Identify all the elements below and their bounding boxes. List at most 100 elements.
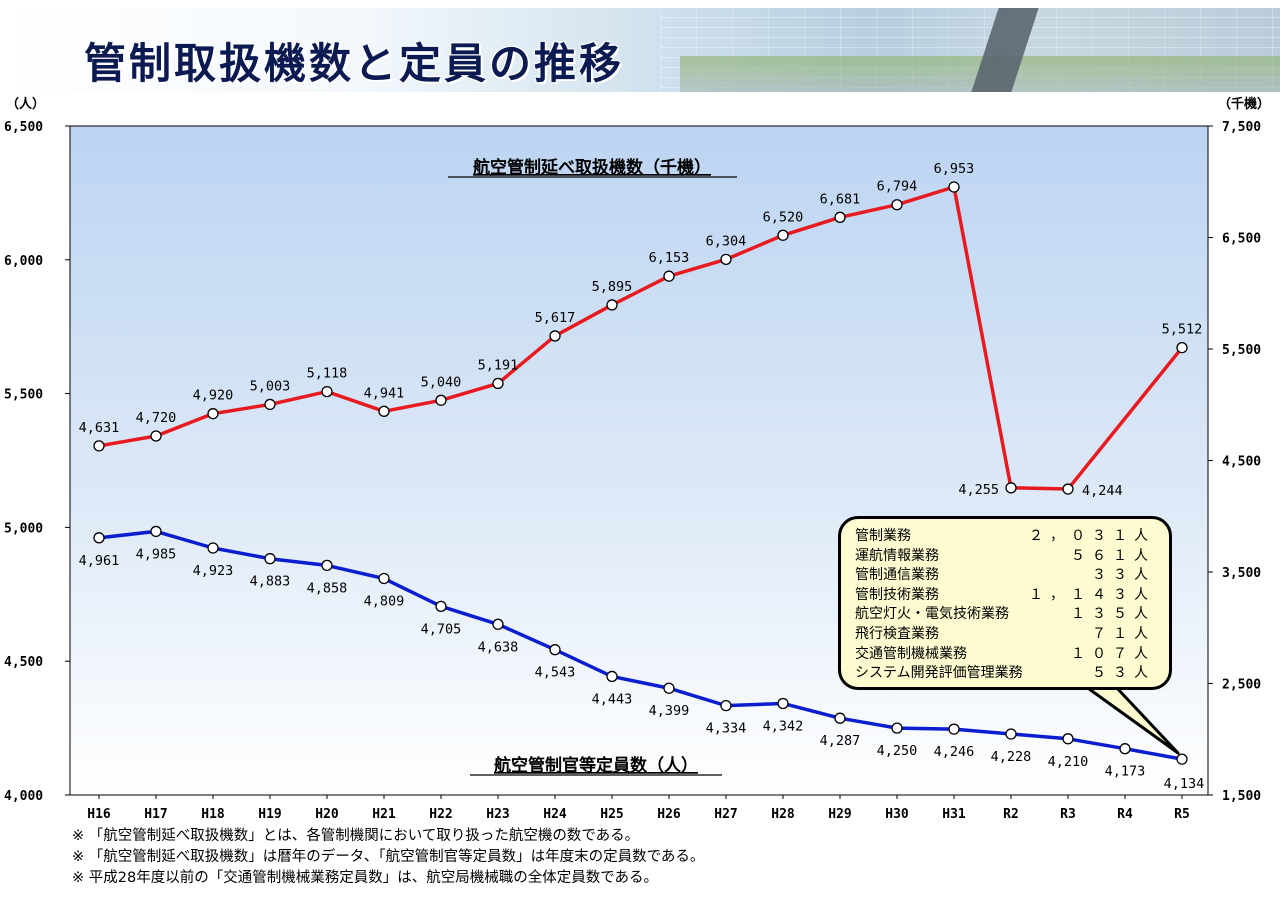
footnotes: ※ 「航空管制延べ取扱機数」とは、各管制機関において取り扱った航空機の数である。… xyxy=(72,826,704,889)
handled-aircraft-point xyxy=(207,408,219,420)
handled-aircraft-data-label: 5,617 xyxy=(535,310,576,326)
staff-count-data-label: 4,173 xyxy=(1105,764,1146,780)
x-axis-tick-label: H24 xyxy=(543,807,567,822)
handled-aircraft-point xyxy=(948,181,960,193)
staff-count-point xyxy=(1176,753,1188,765)
handled-aircraft-data-label: 6,153 xyxy=(649,250,690,266)
staff-count-point xyxy=(378,572,390,585)
x-axis-tick-label: H28 xyxy=(771,807,795,822)
x-axis-tick-label: H31 xyxy=(942,807,966,822)
x-axis-tick-label: H17 xyxy=(144,807,167,822)
x-axis-tick-label: H19 xyxy=(258,807,281,822)
staff-count-data-label: 4,443 xyxy=(592,691,633,707)
staff-count-point xyxy=(891,722,903,734)
callout-row-value: ５３人 xyxy=(1092,665,1155,682)
staff-count-data-label: 4,809 xyxy=(364,594,405,610)
staff-count-point xyxy=(606,670,618,683)
callout-pointer xyxy=(1084,684,1180,755)
staff-count-point xyxy=(492,618,504,630)
callout-row-value: ２，０３１人 xyxy=(1029,528,1155,544)
right-axis-tick-label: 4,500 xyxy=(1222,455,1261,470)
x-axis-tick-label: H22 xyxy=(429,807,452,822)
right-axis-tick-label: 2,500 xyxy=(1222,678,1261,693)
staff-count-data-label: 4,961 xyxy=(79,553,120,569)
x-axis-tick-label: H29 xyxy=(828,807,851,822)
handled-aircraft-point xyxy=(891,199,903,211)
handled-aircraft-data-label: 6,953 xyxy=(934,161,975,177)
staff-count-data-label: 4,334 xyxy=(706,721,747,737)
right-axis-tick-label: 5,500 xyxy=(1222,343,1261,358)
callout-row: 交通管制機械業務 １０７人 xyxy=(855,645,1155,665)
x-axis-tick-label: H25 xyxy=(600,807,623,822)
handled-aircraft-data-label: 4,255 xyxy=(958,482,999,498)
callout-row-value: １，１４３人 xyxy=(1029,586,1155,603)
handled-aircraft-data-label: 4,920 xyxy=(193,388,234,404)
left-axis-tick-label: 6,500 xyxy=(4,120,43,135)
handled-aircraft-point xyxy=(321,385,333,398)
callout-row: 飛行検査業務 ７１人 xyxy=(855,625,1155,645)
handled-aircraft-data-label: 6,520 xyxy=(763,209,804,225)
staff-count-point xyxy=(720,699,732,712)
callout-row-value: １３５人 xyxy=(1071,606,1155,623)
left-axis-tick-label: 6,000 xyxy=(4,254,43,269)
handled-aircraft-point xyxy=(492,377,504,390)
x-axis-tick-label: R5 xyxy=(1174,807,1190,822)
staff-count-series-line xyxy=(98,529,1183,761)
handled-aircraft-data-label: 4,941 xyxy=(364,385,405,401)
callout-row: システム開発評価管理業務 ５３人 xyxy=(855,664,1155,684)
staff-count-data-label: 4,250 xyxy=(877,743,918,759)
x-axis-tick-label: H23 xyxy=(486,807,509,822)
handled-aircraft-data-label: 4,244 xyxy=(1082,483,1123,499)
callout-row-label: 交通管制機械業務 xyxy=(855,645,967,662)
handled-aircraft-data-label: 5,118 xyxy=(307,366,348,382)
handled-aircraft-data-label: 5,895 xyxy=(592,279,633,295)
handled-aircraft-data-label: 4,631 xyxy=(79,420,120,436)
x-axis-tick-label: R4 xyxy=(1117,807,1133,822)
x-axis-tick-label: H27 xyxy=(714,807,737,822)
handled-aircraft-data-label: 6,681 xyxy=(820,191,861,207)
callout-row-value: ３３人 xyxy=(1092,567,1155,584)
right-axis-tick-label: 1,500 xyxy=(1222,789,1261,804)
callout-row: 運航情報業務 ５６１人 xyxy=(855,547,1155,567)
handled-aircraft-point xyxy=(93,440,105,452)
handled-aircraft-series-title: 航空管制延べ取扱機数（千機） xyxy=(473,157,711,178)
handled-aircraft-point xyxy=(264,398,276,411)
handled-aircraft-point xyxy=(549,330,561,342)
footnote-3: ※ 平成28年度以前の「交通管制機械業務定員数」は、航空局機械職の全体定員数であ… xyxy=(72,870,659,886)
left-axis-tick-label: 5,500 xyxy=(4,388,43,403)
left-axis-tick-label: 4,500 xyxy=(4,655,43,670)
staff-count-data-label: 4,985 xyxy=(136,546,177,562)
callout-row: 管制通信業務 ３３人 xyxy=(855,566,1155,586)
x-axis-tick-label: H21 xyxy=(372,807,396,822)
handled-aircraft-data-label: 4,720 xyxy=(136,410,177,426)
footnote-1: ※ 「航空管制延べ取扱機数」とは、各管制機関において取り扱った航空機の数である。 xyxy=(72,828,640,844)
callout-row-label: 飛行検査業務 xyxy=(855,625,939,642)
staff-count-data-label: 4,210 xyxy=(1048,754,1089,770)
staff-count-data-label: 4,923 xyxy=(193,563,234,579)
staff-count-point xyxy=(1005,728,1017,740)
handled-aircraft-point xyxy=(834,211,846,223)
callout-row: 管制業務 ２，０３１人 xyxy=(855,527,1155,547)
x-axis-tick-label: R3 xyxy=(1060,807,1076,822)
staff-count-data-label: 4,399 xyxy=(649,703,690,719)
staff-count-point xyxy=(93,532,105,544)
staff-count-point xyxy=(663,682,675,694)
plot-area xyxy=(69,125,1209,796)
left-axis-tick-label: 5,000 xyxy=(4,521,43,536)
callout-row-label: 管制業務 xyxy=(855,528,911,544)
callout-row-label: システム開発評価管理業務 xyxy=(855,665,1023,682)
handled-aircraft-data-label: 5,512 xyxy=(1162,322,1203,338)
left-axis-tick-label: 4,000 xyxy=(4,789,43,804)
callout-row-label: 運航情報業務 xyxy=(855,547,939,564)
handled-aircraft-data-label: 6,794 xyxy=(877,179,918,195)
left-axis-unit: （人） xyxy=(6,96,45,112)
x-axis-tick-label: R2 xyxy=(1003,807,1019,822)
callout-row-label: 管制通信業務 xyxy=(855,567,939,584)
handled-aircraft-point xyxy=(663,270,675,282)
staff-count-point xyxy=(549,644,561,656)
callout-row-value: ５６１人 xyxy=(1071,547,1155,564)
staff-count-data-label: 4,638 xyxy=(478,639,519,655)
staff-count-data-label: 4,342 xyxy=(763,718,804,734)
handled-aircraft-point xyxy=(435,394,447,406)
